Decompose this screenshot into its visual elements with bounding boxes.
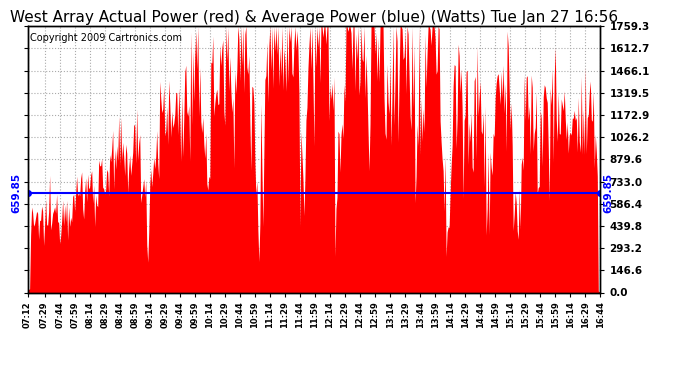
Title: West Array Actual Power (red) & Average Power (blue) (Watts) Tue Jan 27 16:56: West Array Actual Power (red) & Average … xyxy=(10,10,618,25)
Text: 659.85: 659.85 xyxy=(12,172,22,213)
Text: 659.85: 659.85 xyxy=(603,172,613,213)
Text: Copyright 2009 Cartronics.com: Copyright 2009 Cartronics.com xyxy=(30,33,182,43)
